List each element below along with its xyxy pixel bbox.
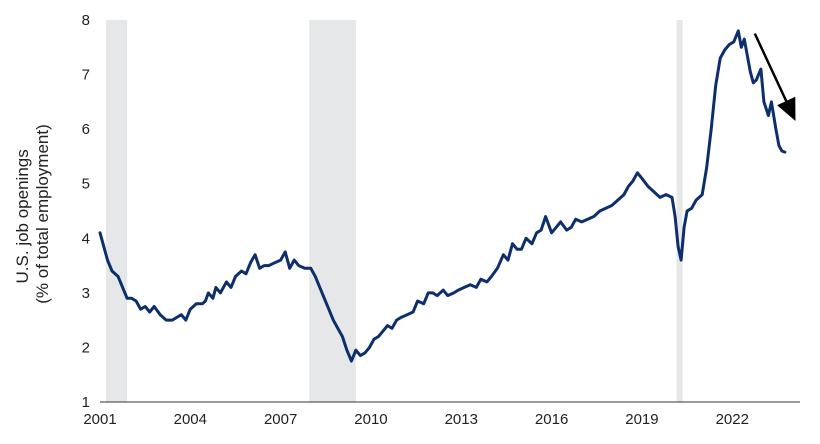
- trend-arrow-shaft: [753, 33, 788, 102]
- x-tick-2022: 2022: [716, 411, 749, 428]
- trend-arrow: [753, 33, 796, 121]
- x-axis-ticks: 2001 2004 2007 2010 2013 2016 2019 2022: [83, 411, 749, 428]
- y-tick-6: 6: [82, 121, 90, 138]
- recession-bands: [106, 20, 683, 402]
- x-tick-2001: 2001: [83, 411, 116, 428]
- y-axis-title: U.S. job openings (% of total employment…: [13, 124, 52, 304]
- trend-arrow-head: [777, 96, 796, 121]
- x-tick-2007: 2007: [264, 411, 297, 428]
- y-axis-ticks: 1 2 3 4 5 6 7 8: [82, 12, 90, 411]
- y-tick-1: 1: [82, 394, 90, 411]
- y-axis-title-line-2: (% of total employment): [33, 124, 52, 304]
- x-tick-2004: 2004: [174, 411, 207, 428]
- x-tick-2016: 2016: [535, 411, 568, 428]
- y-tick-5: 5: [82, 176, 90, 193]
- y-tick-8: 8: [82, 12, 90, 29]
- x-tick-2019: 2019: [625, 411, 658, 428]
- y-tick-7: 7: [82, 67, 90, 84]
- y-tick-4: 4: [82, 230, 90, 247]
- recession-band-2: [309, 20, 356, 402]
- y-tick-3: 3: [82, 285, 90, 302]
- y-tick-2: 2: [82, 339, 90, 356]
- recession-band-3: [676, 20, 683, 402]
- y-axis-title-line-1: U.S. job openings: [13, 149, 32, 283]
- recession-band-1: [106, 20, 128, 402]
- job-openings-line: [98, 29, 787, 363]
- x-tick-2010: 2010: [354, 411, 387, 428]
- x-tick-2013: 2013: [445, 411, 478, 428]
